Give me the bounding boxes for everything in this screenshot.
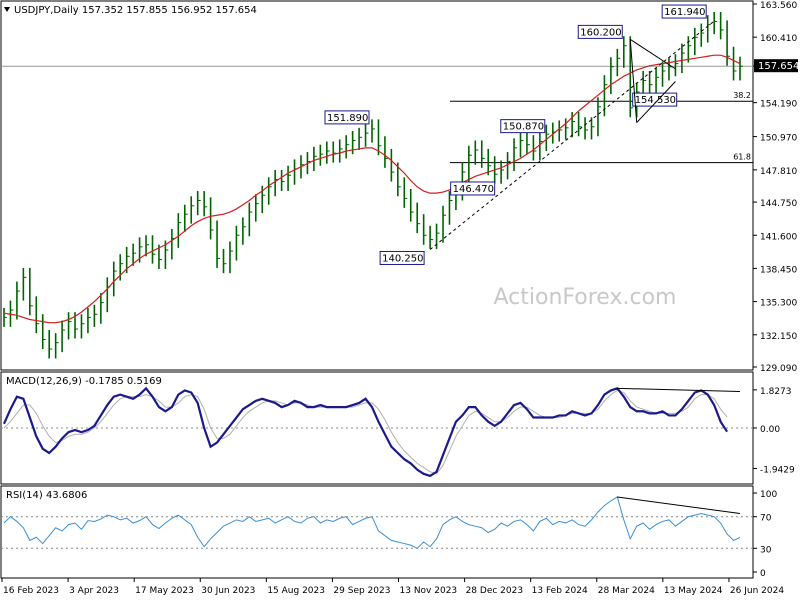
price-y-tick-label: 154.190 [760, 100, 797, 110]
price-annotation: 154.530 [632, 92, 678, 107]
moving-average-line [3, 54, 741, 324]
price-y-tick-label: 132.150 [760, 332, 797, 342]
price-layer: 38.2 61.8 151.890 150.870 146.470 140.250 160.… [1, 4, 753, 359]
price-annotation: 140.250 [379, 250, 425, 265]
macd-y-tick-label: 1.8273 [760, 387, 792, 397]
rsi-y-tick-label: 70 [760, 514, 772, 524]
macd-layer [1, 386, 753, 478]
rsi-line [3, 496, 741, 549]
x-axis-tick-label: 13 May 2024 [664, 586, 723, 596]
price-y-tick-label: 147.810 [760, 167, 797, 177]
price-annotation-label: 160.200 [580, 27, 621, 38]
collapse-triangle-icon [4, 7, 10, 12]
price-annotation: 151.890 [324, 110, 370, 125]
watermark: ActionForex.com [494, 285, 677, 310]
price-y-tick-label: 138.450 [760, 265, 797, 275]
price-annotation-label: 140.250 [382, 253, 423, 264]
price-y-tick-label: 141.600 [760, 232, 797, 242]
macd-line [2, 386, 729, 478]
x-axis-tick-label: 28 Dec 2023 [466, 586, 523, 596]
current-price-label: 157.654 [758, 61, 799, 72]
price-y-tick-label: 163.560 [760, 1, 797, 11]
price-annotation: 160.200 [577, 24, 623, 39]
price-annotation-box [379, 250, 425, 265]
price-annotation-label: 146.470 [453, 184, 494, 195]
price-annotation-box [577, 24, 623, 39]
price-annotation-box [324, 110, 370, 125]
rsi-title: RSI(14) 43.6806 [6, 490, 87, 501]
symbol-header: USDJPY,Daily 157.352 157.855 156.952 157… [4, 5, 257, 16]
triangle-left-edge [629, 39, 638, 123]
price-y-tick-label: 144.750 [760, 199, 797, 209]
rsi-layer [1, 496, 753, 549]
current-price-badge: 157.654 [754, 59, 799, 73]
x-axis-tick-label: 15 Aug 2023 [267, 586, 325, 596]
rsi-divergence-line [617, 496, 741, 515]
price-annotation: 150.870 [500, 119, 546, 134]
price-annotation-label: 154.530 [635, 95, 676, 106]
macd-signal-line [3, 389, 728, 475]
price-annotation-box [661, 4, 707, 19]
price-annotation-box [500, 119, 546, 134]
x-axis-tick-label: 26 Jun 2024 [730, 586, 784, 596]
x-axis-tick-label: 28 Mar 2024 [598, 586, 655, 596]
rsi-y-tick-label: 30 [760, 545, 772, 555]
fib-level-label: 38.2 [733, 91, 751, 100]
x-axis-tick-label: 16 Feb 2023 [3, 586, 59, 596]
macd-title: MACD(12,26,9) -0.1785 0.5169 [6, 376, 162, 387]
price-annotation: 146.470 [450, 181, 496, 196]
price-annotation-box [632, 92, 678, 107]
dashed-channel-trendline [429, 20, 715, 250]
rsi-y-tick-label: 0 [760, 569, 766, 579]
macd-y-tick-label: -1.9429 [760, 465, 795, 475]
price-y-tick-label: 160.410 [760, 34, 797, 44]
price-y-tick-label: 150.970 [760, 134, 797, 144]
symbol-line: USDJPY,Daily 157.352 157.855 156.952 157… [14, 5, 257, 16]
price-annotation-label: 161.940 [664, 7, 705, 18]
price-y-tick-label: 135.300 [760, 299, 797, 309]
rsi-panel-frame [0, 485, 754, 579]
triangle-lower-trendline [636, 81, 676, 123]
price-annotation-label: 150.870 [503, 122, 544, 133]
rsi-y-tick-label: 100 [760, 490, 777, 500]
x-axis-tick-label: 30 Jun 2023 [201, 586, 255, 596]
price-annotation: 161.940 [661, 4, 707, 19]
x-axis-tick-label: 17 May 2023 [135, 586, 194, 596]
price-annotation-box [450, 181, 496, 196]
price-panel-frame [0, 0, 754, 371]
fib-level-label: 61.8 [733, 153, 751, 162]
triangle-upper-trendline [629, 38, 676, 70]
x-axis-tick-label: 13 Feb 2024 [532, 586, 588, 596]
x-axis-tick-label: 13 Nov 2023 [400, 586, 458, 596]
price-annotation-label: 151.890 [327, 113, 368, 124]
price-y-tick-label: 129.090 [760, 364, 797, 374]
x-axis-tick-label: 3 Apr 2023 [69, 586, 119, 596]
macd-y-tick-label: 0.00 [760, 425, 780, 435]
x-axis-tick-label: 29 Sep 2023 [333, 586, 390, 596]
macd-divergence-line [617, 387, 741, 392]
